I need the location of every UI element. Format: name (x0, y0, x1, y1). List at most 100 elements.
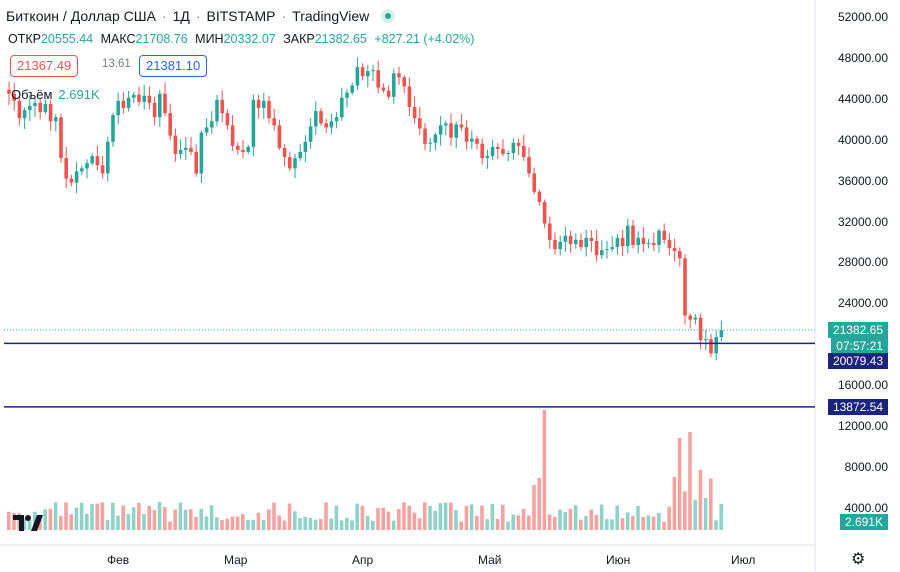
candle-body (282, 147, 287, 158)
volume-bar (308, 517, 313, 530)
volume-bar (464, 506, 469, 530)
price-tick: 12000.00 (837, 419, 888, 433)
candle-body (652, 242, 656, 246)
volume-bar (43, 509, 47, 530)
candle-body (366, 71, 370, 77)
horizontal-line-tag[interactable]: 13872.54 (827, 399, 888, 415)
tradingview-logo-icon[interactable] (12, 512, 44, 534)
volume-bar (163, 507, 167, 530)
candle-body (220, 99, 224, 114)
volume-bar (345, 517, 349, 530)
volume-bar (90, 503, 94, 530)
volume-bar (381, 507, 385, 530)
candle-body (553, 239, 557, 250)
candle-body (267, 100, 271, 119)
candle-body (126, 97, 131, 109)
price-tick: 4000.00 (844, 501, 888, 515)
candle-body (470, 138, 474, 142)
volume-legend[interactable]: Объём 2.691K (11, 87, 100, 102)
volume-bar (324, 502, 328, 530)
volume-label: Объём (11, 87, 53, 102)
candle-body (376, 70, 380, 88)
volume-bar (100, 502, 105, 530)
buy-price-button[interactable]: 21381.10 (139, 55, 208, 77)
change-value: +827.21 (+4.02%) (374, 32, 475, 46)
price-tick: 52000.00 (837, 10, 888, 24)
candle-body (464, 127, 469, 142)
volume-bar (568, 508, 573, 530)
volume-bar (636, 505, 640, 530)
candle-body (178, 149, 183, 155)
candle-body (381, 87, 386, 91)
candle-body (444, 123, 448, 126)
low-value: 20332.07 (223, 32, 276, 46)
volume-bar (641, 517, 645, 530)
candle-body (256, 99, 261, 109)
volume-bar (121, 505, 125, 530)
volume-bar (662, 521, 666, 530)
volume-bar (131, 507, 136, 530)
candle-body (189, 147, 193, 152)
volume-bar (402, 502, 406, 530)
candle-body (397, 73, 401, 78)
candle-body (574, 239, 578, 244)
candle-body (641, 237, 646, 244)
volume-bar (532, 485, 536, 530)
candle-body (454, 124, 458, 138)
candle-body (412, 106, 417, 119)
close-label: ЗАКР (283, 32, 315, 46)
volume-bar (152, 510, 157, 530)
volume-bar (516, 515, 521, 530)
candle-body (38, 102, 42, 113)
candle-body (100, 165, 105, 174)
candle-body (449, 123, 453, 138)
price-tick: 40000.00 (837, 133, 888, 147)
candle-body (386, 90, 391, 97)
volume-bar (189, 509, 193, 530)
volume-bar (105, 520, 110, 530)
candle-body (610, 247, 614, 250)
candle-body (293, 158, 297, 169)
price-tick: 24000.00 (837, 296, 888, 310)
volume-bar (48, 508, 53, 530)
candle-body (350, 85, 354, 93)
price-tick: 32000.00 (837, 215, 888, 229)
volume-bar (651, 516, 656, 530)
candle-body (459, 124, 464, 128)
volume-bar (116, 515, 120, 530)
volume-bar (391, 520, 396, 530)
volume-bar (261, 520, 266, 530)
candle-body (698, 317, 703, 341)
volume-bar (319, 518, 323, 530)
candle-body (568, 235, 573, 244)
candle-body (288, 157, 292, 169)
time-tick: Май (478, 553, 502, 567)
volume-bar (220, 520, 224, 530)
volume-bar (495, 518, 500, 530)
candle-body (548, 223, 552, 240)
time-tick: Июл (731, 553, 756, 567)
volume-bar (350, 520, 354, 530)
candle-body (95, 156, 100, 166)
volume-bar (698, 470, 703, 530)
volume-bar (547, 514, 552, 530)
volume-bar (475, 515, 479, 530)
horizontal-line-tag[interactable]: 20079.43 (827, 353, 888, 369)
price-tick: 28000.00 (837, 255, 888, 269)
candle-body (132, 94, 136, 98)
volume-bar (194, 516, 198, 530)
volume-bar (610, 519, 614, 530)
symbol-title[interactable]: Биткоин / Доллар США (6, 8, 156, 24)
candle-body (620, 237, 625, 247)
candle-body (371, 70, 375, 72)
candle-body (204, 127, 209, 133)
candle-body (433, 134, 438, 143)
sell-price-button[interactable]: 21367.49 (10, 55, 79, 77)
gear-icon[interactable]: ⚙ (851, 551, 866, 568)
candle-body (137, 94, 141, 102)
chart-header: Биткоин / Доллар США · 1Д · BITSTAMP · T… (6, 8, 396, 24)
volume-bar (22, 518, 27, 530)
interval-label[interactable]: 1Д (172, 8, 190, 24)
volume-bar (204, 516, 209, 530)
